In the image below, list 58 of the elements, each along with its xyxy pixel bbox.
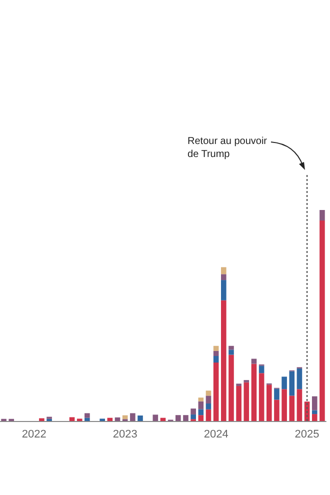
x-tick-label: 2025 [294,428,320,440]
bar [84,413,90,418]
bar [228,346,234,350]
bar [152,414,158,421]
bar [312,414,318,421]
bar [221,267,226,274]
bar [198,398,204,402]
bar [289,371,295,396]
bar [198,415,204,421]
bar [206,390,212,396]
x-tick-label: 2023 [112,428,138,440]
bar [206,409,212,421]
bar [206,396,212,404]
bar [236,386,242,421]
x-tick-label: 2024 [204,428,228,440]
bar [320,210,325,221]
bar [258,373,264,421]
bar [213,346,219,351]
bar [296,389,302,421]
text: Retour au pouvoir de Trump [188,136,268,160]
bar [282,389,287,421]
bar [266,384,272,421]
bar [221,280,226,300]
bar [228,354,234,421]
bar [251,364,257,421]
bar [160,418,166,421]
bar [244,382,250,421]
bar [183,415,188,421]
bar [198,401,204,410]
bar [107,418,113,421]
bar [258,366,264,374]
bar [274,388,280,400]
bar [39,418,44,421]
bar [289,396,295,421]
bar [274,400,280,421]
bar [84,418,90,421]
bar [138,416,143,421]
bar [190,414,196,420]
bar [69,417,75,421]
bar [213,356,219,363]
x-tick-label: 2022 [22,428,46,440]
bar [114,417,120,421]
bar [296,368,302,390]
bar [228,350,234,355]
bar [206,403,212,410]
bar [176,415,181,421]
bar [190,408,196,414]
bar [221,300,226,421]
bar [198,409,204,416]
bar [130,413,136,421]
bar [221,274,226,280]
bar [213,350,219,356]
bar [312,396,318,410]
bar [312,410,318,414]
bar [320,220,325,421]
bar [282,376,287,390]
bar [251,358,257,364]
bar [213,362,219,421]
